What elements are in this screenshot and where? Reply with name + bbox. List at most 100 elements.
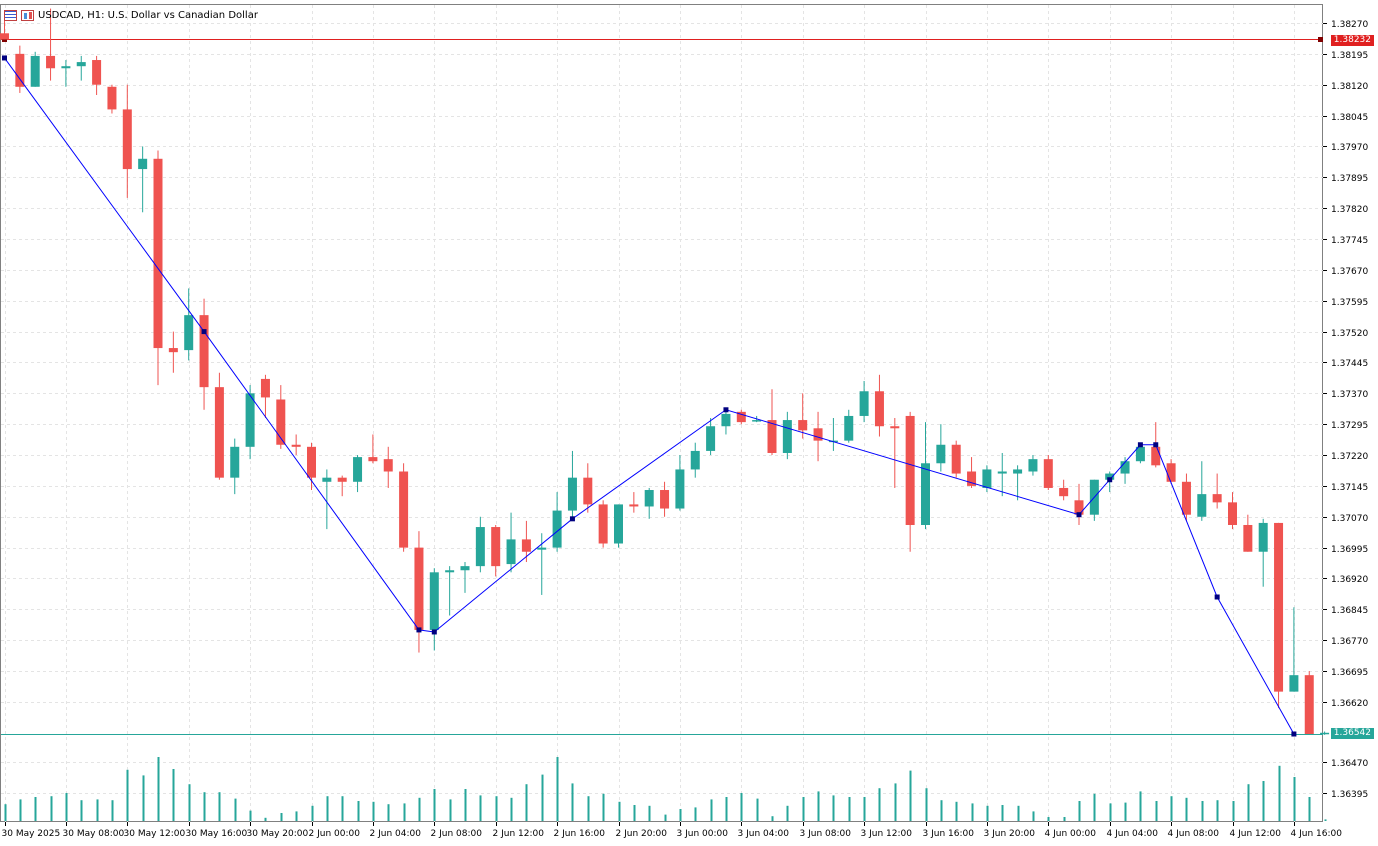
bear-candle[interactable] bbox=[1166, 463, 1176, 482]
bear-candle[interactable] bbox=[967, 471, 977, 486]
price-axis-label: 1.36770 bbox=[1331, 637, 1368, 647]
bull-candle[interactable] bbox=[245, 393, 255, 447]
bear-candle[interactable] bbox=[107, 86, 117, 110]
bear-candle[interactable] bbox=[798, 420, 808, 431]
bear-candle[interactable] bbox=[307, 446, 316, 478]
bull-candle[interactable] bbox=[552, 510, 562, 548]
bear-candle[interactable] bbox=[199, 315, 209, 388]
bear-candle[interactable] bbox=[874, 391, 884, 427]
bear-candle[interactable] bbox=[1228, 502, 1237, 525]
bull-candle[interactable] bbox=[721, 413, 731, 427]
bear-candle[interactable] bbox=[521, 539, 531, 552]
bull-candle[interactable] bbox=[537, 547, 547, 550]
bear-candle[interactable] bbox=[1059, 487, 1069, 497]
bear-candle[interactable] bbox=[1181, 481, 1191, 515]
bear-candle[interactable] bbox=[383, 459, 393, 472]
bull-candle[interactable] bbox=[475, 527, 485, 567]
bull-candle[interactable] bbox=[138, 158, 148, 170]
bull-candle[interactable] bbox=[1120, 461, 1130, 474]
zigzag-node bbox=[1291, 731, 1297, 737]
bull-candle[interactable] bbox=[1013, 469, 1023, 474]
bull-candle[interactable] bbox=[506, 539, 516, 565]
bear-candle[interactable] bbox=[1151, 446, 1161, 466]
bear-candle[interactable] bbox=[905, 415, 915, 525]
bull-candle[interactable] bbox=[844, 415, 854, 441]
bear-candle[interactable] bbox=[368, 457, 378, 462]
bull-candle[interactable] bbox=[353, 457, 363, 482]
bull-candle[interactable] bbox=[1320, 732, 1330, 735]
bull-candle[interactable] bbox=[752, 420, 762, 422]
bull-candle[interactable] bbox=[76, 62, 86, 67]
bull-candle[interactable] bbox=[322, 477, 332, 482]
bear-candle[interactable] bbox=[1074, 500, 1084, 515]
bear-candle[interactable] bbox=[629, 504, 639, 507]
bull-candle[interactable] bbox=[936, 444, 946, 464]
bull-candle[interactable] bbox=[567, 477, 577, 511]
bear-candle[interactable] bbox=[1274, 522, 1284, 692]
bear-candle[interactable] bbox=[660, 490, 670, 509]
bull-candle[interactable] bbox=[429, 572, 439, 630]
bull-candle[interactable] bbox=[614, 504, 623, 544]
bull-candle[interactable] bbox=[644, 490, 654, 507]
bull-candle[interactable] bbox=[1258, 522, 1268, 552]
bear-candle[interactable] bbox=[260, 378, 270, 398]
bear-candle[interactable] bbox=[168, 348, 178, 353]
bear-candle[interactable] bbox=[1212, 494, 1222, 503]
bull-candle[interactable] bbox=[1289, 675, 1299, 692]
bear-candle[interactable] bbox=[813, 428, 823, 441]
bear-candle[interactable] bbox=[214, 387, 224, 478]
trade-menu-icon[interactable] bbox=[4, 9, 17, 21]
bull-candle[interactable] bbox=[1028, 459, 1038, 472]
bull-candle[interactable] bbox=[997, 471, 1007, 474]
bull-candle[interactable] bbox=[1197, 494, 1207, 517]
bear-candle[interactable] bbox=[15, 53, 25, 87]
bull-candle[interactable] bbox=[61, 66, 71, 69]
bull-candle[interactable] bbox=[1135, 446, 1145, 462]
price-axis-label: 1.37895 bbox=[1331, 174, 1368, 184]
bull-candle[interactable] bbox=[1105, 473, 1115, 480]
bull-candle[interactable] bbox=[782, 420, 792, 453]
bear-candle[interactable] bbox=[291, 444, 301, 447]
bull-candle[interactable] bbox=[230, 446, 240, 478]
price-axis-label: 1.36995 bbox=[1331, 545, 1368, 555]
bull-candle[interactable] bbox=[706, 426, 716, 451]
price-axis-label: 1.37520 bbox=[1331, 329, 1368, 339]
bear-candle[interactable] bbox=[583, 477, 593, 505]
bull-candle[interactable] bbox=[30, 55, 40, 87]
bull-candle[interactable] bbox=[690, 450, 700, 470]
bull-candle[interactable] bbox=[982, 469, 992, 488]
bear-candle[interactable] bbox=[399, 471, 409, 548]
chart-menu-icon[interactable] bbox=[21, 9, 34, 21]
bear-candle[interactable] bbox=[46, 55, 56, 69]
bear-candle[interactable] bbox=[153, 158, 163, 349]
bear-candle[interactable] bbox=[491, 527, 501, 567]
bear-candle[interactable] bbox=[736, 411, 746, 423]
bull-candle[interactable] bbox=[445, 570, 455, 573]
bear-candle[interactable] bbox=[951, 444, 961, 474]
price-axis-label: 1.37970 bbox=[1331, 143, 1368, 153]
price-axis-label: 1.37070 bbox=[1331, 514, 1368, 524]
bear-candle[interactable] bbox=[122, 109, 132, 170]
bear-candle[interactable] bbox=[1243, 524, 1253, 552]
bear-candle[interactable] bbox=[890, 426, 900, 429]
bull-candle[interactable] bbox=[184, 315, 194, 351]
bull-candle[interactable] bbox=[675, 469, 685, 509]
bear-candle[interactable] bbox=[337, 477, 347, 482]
bear-candle[interactable] bbox=[1304, 675, 1314, 735]
time-axis-label: 30 May 08:00 bbox=[63, 829, 125, 839]
time-axis-label: 2 Jun 04:00 bbox=[370, 829, 422, 839]
time-axis-label: 4 Jun 08:00 bbox=[1168, 829, 1220, 839]
bear-candle[interactable] bbox=[1043, 459, 1053, 488]
bear-candle[interactable] bbox=[767, 420, 777, 453]
bull-candle[interactable] bbox=[921, 463, 930, 525]
bear-candle[interactable] bbox=[0, 33, 9, 40]
bull-candle[interactable] bbox=[460, 566, 470, 571]
bear-candle[interactable] bbox=[276, 399, 286, 445]
bear-candle[interactable] bbox=[598, 504, 608, 544]
bull-candle[interactable] bbox=[859, 391, 869, 416]
bear-candle[interactable] bbox=[92, 60, 102, 85]
bear-candle[interactable] bbox=[414, 547, 424, 630]
price-axis-label: 1.37820 bbox=[1331, 205, 1368, 215]
